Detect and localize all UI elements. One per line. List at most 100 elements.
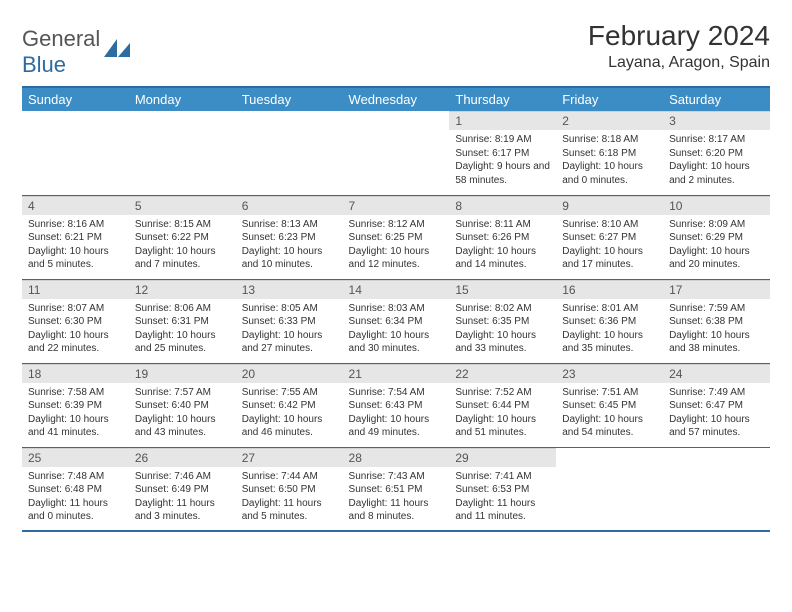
day-details: Sunrise: 8:11 AMSunset: 6:26 PMDaylight:… (449, 215, 556, 276)
sunset-text: Sunset: 6:43 PM (349, 399, 444, 413)
sunrise-text: Sunrise: 7:51 AM (562, 386, 657, 400)
day-details: Sunrise: 8:07 AMSunset: 6:30 PMDaylight:… (22, 299, 129, 360)
day-details: Sunrise: 7:41 AMSunset: 6:53 PMDaylight:… (449, 467, 556, 528)
calendar-body: 1Sunrise: 8:19 AMSunset: 6:17 PMDaylight… (22, 111, 770, 531)
day-details: Sunrise: 7:54 AMSunset: 6:43 PMDaylight:… (343, 383, 450, 444)
title-block: February 2024 Layana, Aragon, Spain (588, 20, 770, 72)
day-cell (556, 447, 663, 531)
daylight-text: Daylight: 10 hours and 49 minutes. (349, 413, 444, 440)
daylight-text: Daylight: 10 hours and 12 minutes. (349, 245, 444, 272)
day-number: 4 (22, 196, 129, 215)
daylight-text: Daylight: 11 hours and 5 minutes. (242, 497, 337, 524)
daylight-text: Daylight: 10 hours and 20 minutes. (669, 245, 764, 272)
sunset-text: Sunset: 6:30 PM (28, 315, 123, 329)
sunrise-text: Sunrise: 8:19 AM (455, 133, 550, 147)
day-details: Sunrise: 7:59 AMSunset: 6:38 PMDaylight:… (663, 299, 770, 360)
day-cell: 28Sunrise: 7:43 AMSunset: 6:51 PMDayligh… (343, 447, 450, 531)
sunset-text: Sunset: 6:17 PM (455, 147, 550, 161)
daylight-text: Daylight: 10 hours and 25 minutes. (135, 329, 230, 356)
sunrise-text: Sunrise: 8:18 AM (562, 133, 657, 147)
daylight-text: Daylight: 10 hours and 5 minutes. (28, 245, 123, 272)
sunrise-text: Sunrise: 7:41 AM (455, 470, 550, 484)
day-cell (343, 111, 450, 195)
col-thursday: Thursday (449, 88, 556, 111)
daylight-text: Daylight: 10 hours and 38 minutes. (669, 329, 764, 356)
day-cell: 21Sunrise: 7:54 AMSunset: 6:43 PMDayligh… (343, 363, 450, 447)
day-number: 18 (22, 364, 129, 383)
day-cell: 15Sunrise: 8:02 AMSunset: 6:35 PMDayligh… (449, 279, 556, 363)
daylight-text: Daylight: 9 hours and 58 minutes. (455, 160, 550, 187)
day-details: Sunrise: 8:05 AMSunset: 6:33 PMDaylight:… (236, 299, 343, 360)
day-details: Sunrise: 8:13 AMSunset: 6:23 PMDaylight:… (236, 215, 343, 276)
day-details: Sunrise: 8:06 AMSunset: 6:31 PMDaylight:… (129, 299, 236, 360)
day-cell: 26Sunrise: 7:46 AMSunset: 6:49 PMDayligh… (129, 447, 236, 531)
daylight-text: Daylight: 10 hours and 51 minutes. (455, 413, 550, 440)
day-cell: 23Sunrise: 7:51 AMSunset: 6:45 PMDayligh… (556, 363, 663, 447)
day-cell (663, 447, 770, 531)
col-wednesday: Wednesday (343, 88, 450, 111)
day-cell: 1Sunrise: 8:19 AMSunset: 6:17 PMDaylight… (449, 111, 556, 195)
day-details: Sunrise: 7:43 AMSunset: 6:51 PMDaylight:… (343, 467, 450, 528)
day-cell: 4Sunrise: 8:16 AMSunset: 6:21 PMDaylight… (22, 195, 129, 279)
sunrise-text: Sunrise: 7:55 AM (242, 386, 337, 400)
day-cell (22, 111, 129, 195)
day-cell: 22Sunrise: 7:52 AMSunset: 6:44 PMDayligh… (449, 363, 556, 447)
sunset-text: Sunset: 6:33 PM (242, 315, 337, 329)
day-number: 7 (343, 196, 450, 215)
day-cell: 9Sunrise: 8:10 AMSunset: 6:27 PMDaylight… (556, 195, 663, 279)
day-cell: 6Sunrise: 8:13 AMSunset: 6:23 PMDaylight… (236, 195, 343, 279)
sunrise-text: Sunrise: 7:52 AM (455, 386, 550, 400)
sunset-text: Sunset: 6:18 PM (562, 147, 657, 161)
col-monday: Monday (129, 88, 236, 111)
day-cell: 11Sunrise: 8:07 AMSunset: 6:30 PMDayligh… (22, 279, 129, 363)
day-cell: 3Sunrise: 8:17 AMSunset: 6:20 PMDaylight… (663, 111, 770, 195)
sunrise-text: Sunrise: 7:49 AM (669, 386, 764, 400)
sunset-text: Sunset: 6:38 PM (669, 315, 764, 329)
day-details: Sunrise: 7:52 AMSunset: 6:44 PMDaylight:… (449, 383, 556, 444)
day-cell: 19Sunrise: 7:57 AMSunset: 6:40 PMDayligh… (129, 363, 236, 447)
day-details: Sunrise: 8:19 AMSunset: 6:17 PMDaylight:… (449, 130, 556, 191)
day-cell: 10Sunrise: 8:09 AMSunset: 6:29 PMDayligh… (663, 195, 770, 279)
logo: General Blue (22, 20, 130, 78)
daylight-text: Daylight: 10 hours and 30 minutes. (349, 329, 444, 356)
day-details: Sunrise: 7:51 AMSunset: 6:45 PMDaylight:… (556, 383, 663, 444)
col-sunday: Sunday (22, 88, 129, 111)
daylight-text: Daylight: 10 hours and 17 minutes. (562, 245, 657, 272)
day-number: 28 (343, 448, 450, 467)
header: General Blue February 2024 Layana, Arago… (22, 20, 770, 78)
sunrise-text: Sunrise: 7:48 AM (28, 470, 123, 484)
sunset-text: Sunset: 6:27 PM (562, 231, 657, 245)
sunrise-text: Sunrise: 7:46 AM (135, 470, 230, 484)
sunset-text: Sunset: 6:21 PM (28, 231, 123, 245)
sunset-text: Sunset: 6:45 PM (562, 399, 657, 413)
sunrise-text: Sunrise: 8:01 AM (562, 302, 657, 316)
day-cell: 24Sunrise: 7:49 AMSunset: 6:47 PMDayligh… (663, 363, 770, 447)
day-details: Sunrise: 7:49 AMSunset: 6:47 PMDaylight:… (663, 383, 770, 444)
daylight-text: Daylight: 10 hours and 54 minutes. (562, 413, 657, 440)
day-details: Sunrise: 7:55 AMSunset: 6:42 PMDaylight:… (236, 383, 343, 444)
location: Layana, Aragon, Spain (588, 54, 770, 72)
daylight-text: Daylight: 11 hours and 0 minutes. (28, 497, 123, 524)
day-cell: 18Sunrise: 7:58 AMSunset: 6:39 PMDayligh… (22, 363, 129, 447)
day-cell: 20Sunrise: 7:55 AMSunset: 6:42 PMDayligh… (236, 363, 343, 447)
day-details: Sunrise: 8:18 AMSunset: 6:18 PMDaylight:… (556, 130, 663, 191)
sunset-text: Sunset: 6:29 PM (669, 231, 764, 245)
day-number: 1 (449, 111, 556, 130)
sunrise-text: Sunrise: 8:11 AM (455, 218, 550, 232)
day-number: 8 (449, 196, 556, 215)
day-cell: 27Sunrise: 7:44 AMSunset: 6:50 PMDayligh… (236, 447, 343, 531)
day-number: 5 (129, 196, 236, 215)
sunrise-text: Sunrise: 8:17 AM (669, 133, 764, 147)
sunset-text: Sunset: 6:39 PM (28, 399, 123, 413)
day-number: 27 (236, 448, 343, 467)
logo-word-1: General (22, 26, 100, 51)
sunset-text: Sunset: 6:50 PM (242, 483, 337, 497)
day-number: 19 (129, 364, 236, 383)
day-number: 15 (449, 280, 556, 299)
day-cell: 5Sunrise: 8:15 AMSunset: 6:22 PMDaylight… (129, 195, 236, 279)
sunset-text: Sunset: 6:25 PM (349, 231, 444, 245)
day-number: 10 (663, 196, 770, 215)
sunset-text: Sunset: 6:49 PM (135, 483, 230, 497)
col-friday: Friday (556, 88, 663, 111)
sunset-text: Sunset: 6:34 PM (349, 315, 444, 329)
